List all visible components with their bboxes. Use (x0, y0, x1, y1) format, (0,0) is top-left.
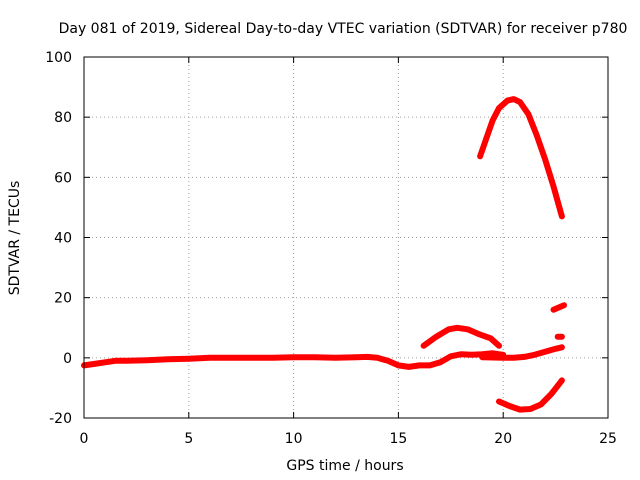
y-tick-label: 100 (45, 50, 72, 66)
series-bump (420, 324, 502, 349)
series-main-b (479, 344, 565, 361)
y-tick-label: 20 (54, 291, 72, 307)
y-axis-label: SDTVAR / TECUs (7, 181, 23, 296)
data-series (81, 96, 567, 413)
x-tick-label: 15 (389, 431, 407, 447)
y-tick-label: -20 (49, 411, 72, 427)
axis-ticks: 0 5 10 15 20 25 -20 0 20 40 60 80 100 (45, 50, 617, 447)
x-tick-label: 5 (184, 431, 193, 447)
x-tick-label: 0 (80, 431, 89, 447)
x-tick-label: 10 (285, 431, 303, 447)
series-arc-high (477, 96, 565, 220)
x-axis-label: GPS time / hours (286, 458, 403, 474)
x-tick-label: 25 (599, 431, 617, 447)
x-tick-label: 20 (494, 431, 512, 447)
y-tick-label: 0 (63, 351, 72, 367)
series-short-1 (550, 302, 567, 313)
series-arc-low (496, 377, 565, 413)
y-tick-label: 60 (54, 170, 72, 186)
series-main (81, 350, 507, 370)
y-tick-label: 80 (54, 110, 72, 126)
chart-title: Day 081 of 2019, Sidereal Day-to-day VTE… (59, 21, 628, 37)
y-tick-label: 40 (54, 231, 72, 247)
